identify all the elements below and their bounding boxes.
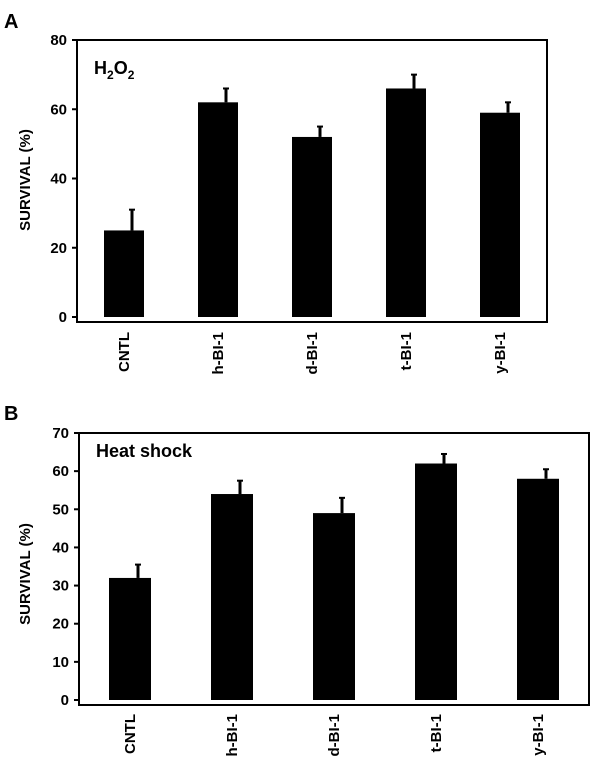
panel-b-ytick-label: 10 xyxy=(52,654,69,671)
panel-a-ytick-label: 60 xyxy=(50,101,67,118)
panel-a-ytick-label: 20 xyxy=(50,240,67,257)
panel-b: B SURVIVAL (%) Heat shock 0 10 20 30 40 50 60 7… xyxy=(4,403,590,757)
panel-a: A SURVIVAL (%) H2O2 0 20 40 60 80 CNTL h-BI-1… xyxy=(4,11,548,375)
panel-a-bar-d-BI-1 xyxy=(292,136,332,317)
panel-a-category-label: t-BI-1 xyxy=(398,332,415,370)
panel-a-ytick-label: 40 xyxy=(50,171,67,188)
panel-b-letter: B xyxy=(4,403,18,425)
panel-a-ytick-label: 0 xyxy=(59,309,67,326)
panel-a-letter: A xyxy=(4,11,18,33)
panel-b-ytick-label: 60 xyxy=(52,463,69,480)
panel-a-bar-t-BI-1 xyxy=(386,88,426,317)
panel-b-category-label: y-BI-1 xyxy=(530,714,547,756)
panel-a-bar-h-BI-1 xyxy=(198,102,238,317)
panel-a-ylabel: SURVIVAL (%) xyxy=(17,129,34,231)
panel-a-bar-y-BI-1 xyxy=(480,112,520,318)
panel-b-bar-y-BI-1 xyxy=(517,478,559,700)
panel-b-ytick-label: 30 xyxy=(52,578,69,595)
panel-b-ytick-label: 0 xyxy=(61,692,69,709)
panel-b-ytick-label: 50 xyxy=(52,501,69,518)
panel-b-bars xyxy=(109,452,559,700)
panel-a-yticks: 0 20 40 60 80 xyxy=(50,32,77,326)
panel-a-title: H2O2 xyxy=(94,58,135,82)
panel-b-title: Heat shock xyxy=(96,441,193,461)
panel-a-category-labels: CNTL h-BI-1 d-BI-1 t-BI-1 y-BI-1 xyxy=(116,332,509,375)
panel-b-category-label: h-BI-1 xyxy=(224,714,241,757)
panel-b-category-label: t-BI-1 xyxy=(428,714,445,752)
panel-b-category-label: CNTL xyxy=(122,714,139,754)
panel-b-category-label: d-BI-1 xyxy=(326,714,343,757)
panel-b-ylabel: SURVIVAL (%) xyxy=(17,523,34,625)
panel-b-ytick-label: 40 xyxy=(52,539,69,556)
panel-a-plot-frame xyxy=(76,39,548,323)
panel-b-bar-d-BI-1 xyxy=(313,513,355,700)
panel-a-category-label: CNTL xyxy=(116,332,133,372)
panel-b-bar-h-BI-1 xyxy=(211,494,253,700)
panel-b-bar-t-BI-1 xyxy=(415,463,457,700)
panel-a-category-label: h-BI-1 xyxy=(210,332,227,375)
panel-b-plot-frame xyxy=(78,432,590,706)
panel-a-category-label: d-BI-1 xyxy=(304,332,321,375)
panel-b-category-labels: CNTL h-BI-1 d-BI-1 t-BI-1 y-BI-1 xyxy=(122,714,547,757)
panel-a-bar-CNTL xyxy=(104,230,144,317)
panel-b-yticks: 0 10 20 30 40 50 60 70 xyxy=(52,425,79,709)
panel-b-ytick-label: 70 xyxy=(52,425,69,442)
panel-a-category-label: y-BI-1 xyxy=(492,332,509,374)
panel-b-bar-CNTL xyxy=(109,577,151,700)
panel-b-ytick-label: 20 xyxy=(52,616,69,633)
panel-a-ytick-label: 80 xyxy=(50,32,67,49)
panel-a-bars xyxy=(104,73,520,318)
